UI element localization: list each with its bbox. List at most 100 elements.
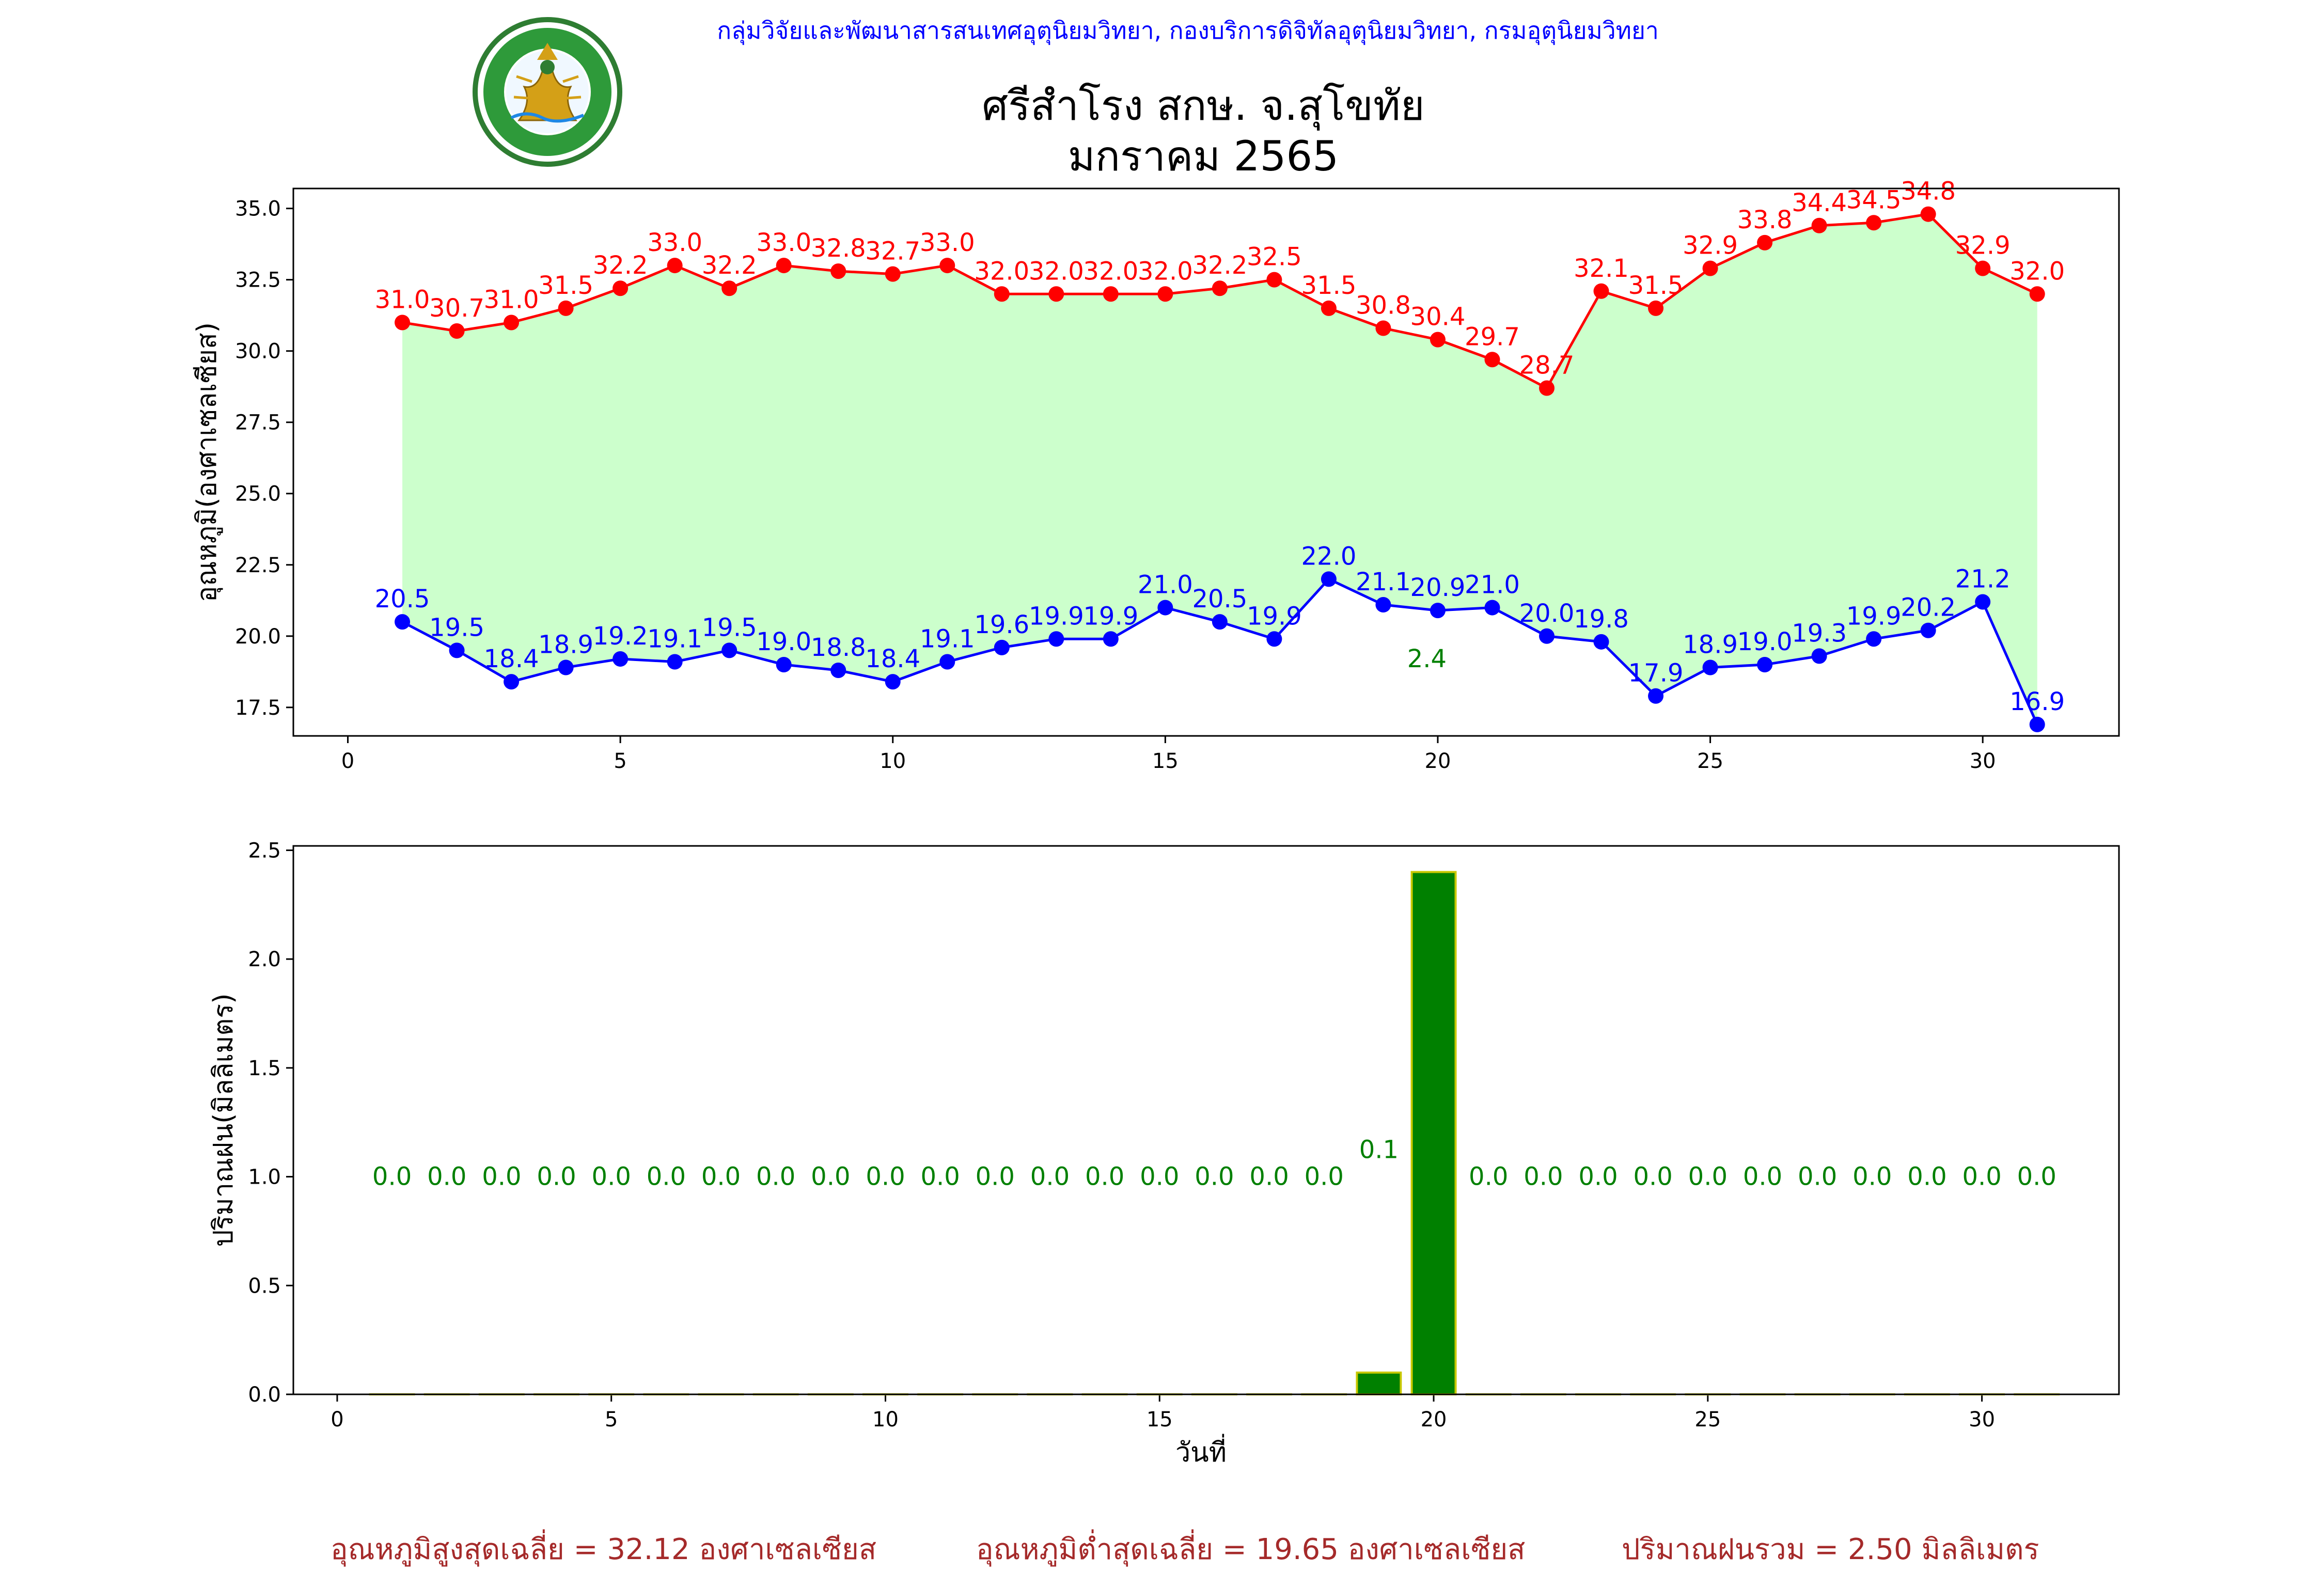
tmin-value-label: 20.9 <box>1410 573 1466 602</box>
rainfall-value-label: 0.0 <box>1634 1162 1673 1191</box>
rainfall-value-label: 0.0 <box>1030 1162 1070 1191</box>
tmax-point <box>1375 321 1391 336</box>
tmax-value-label: 32.9 <box>1683 231 1738 260</box>
tmin-value-label: 22.0 <box>1301 542 1356 571</box>
tmax-point <box>721 280 737 296</box>
rainfall-value-label: 0.0 <box>482 1162 521 1191</box>
rainfall-value-label: 0.0 <box>920 1162 960 1191</box>
tmax-value-label: 29.7 <box>1465 322 1520 351</box>
rainfall-value-label: 0.0 <box>1852 1162 1892 1191</box>
tmax-value-label: 32.1 <box>1574 254 1629 283</box>
tmin-value-label: 19.6 <box>974 610 1029 639</box>
tmin-value-label: 19.8 <box>1574 605 1629 634</box>
tmax-value-label: 34.8 <box>1901 177 1956 206</box>
tmin-point <box>1757 657 1772 672</box>
rainfall-bar <box>1412 872 1456 1394</box>
tmax-point <box>1703 261 1718 276</box>
rainfall-y-tick-label: 0.0 <box>248 1383 281 1407</box>
rainfall-value-label: 0.0 <box>811 1162 850 1191</box>
tmax-point <box>613 280 628 296</box>
tmin-point <box>613 651 628 667</box>
rainfall-value-label: 0.0 <box>976 1162 1015 1191</box>
rainfall-value-label: 0.0 <box>2017 1162 2056 1191</box>
rainfall-x-tick-label: 15 <box>1147 1408 1173 1432</box>
tmin-point <box>939 654 955 669</box>
rainfall-x-tick-label: 5 <box>605 1408 618 1432</box>
tmin-point <box>1812 648 1827 664</box>
tmax-point <box>1430 332 1446 348</box>
station-title: ศรีสำโรง สกษ. จ.สุโขทัย <box>982 82 1424 131</box>
tmax-point <box>1921 207 1936 222</box>
rainfall-y-tick-label: 2.5 <box>248 839 281 862</box>
tmax-point <box>1757 235 1772 250</box>
rainfall-value-label: 0.0 <box>1743 1162 1782 1191</box>
temperature-y-tick-label: 27.5 <box>235 411 281 435</box>
tmax-value-label: 31.5 <box>538 271 593 300</box>
tmax-point <box>1048 286 1064 302</box>
tmax-value-label: 32.9 <box>1955 231 2011 260</box>
tmin-value-label: 19.9 <box>1247 602 1302 631</box>
rainfall-value-label: 0.0 <box>1962 1162 2001 1191</box>
tmin-point <box>1103 631 1119 647</box>
tmin-value-label: 18.8 <box>811 633 866 662</box>
temperature-x-tick-label: 15 <box>1152 749 1179 773</box>
tmin-value-label: 20.2 <box>1901 593 1956 622</box>
tmin-value-label: 19.0 <box>1737 627 1793 656</box>
tmin-point <box>1048 631 1064 647</box>
tmin-point <box>1484 600 1500 616</box>
rainfall-labels: 0.0 0.0 0.0 0.0 0.0 0.0 0.0 0.0 0.0 0.0 0.0 0.0 0.0 0… <box>372 1136 2056 1191</box>
rainfall-x-tick-label: 0 <box>331 1408 343 1432</box>
tmin-point <box>1375 597 1391 612</box>
rainfall-y-tick-label: 2.0 <box>248 948 281 971</box>
rainfall-value-label: 0.0 <box>1688 1162 1728 1191</box>
tmin-value-label: 20.0 <box>1519 599 1575 628</box>
tmin-point <box>830 663 846 678</box>
tmin-point <box>1594 634 1609 650</box>
tmax-point <box>1266 272 1282 288</box>
tmin-point <box>1321 571 1337 587</box>
rainfall-value-label: 0.0 <box>1085 1162 1124 1191</box>
tmin-point <box>1157 600 1173 616</box>
tmax-value-label: 34.5 <box>1846 185 1902 214</box>
agency-line: กลุ่มวิจัยและพัฒนาสารสนเทศอุตุนิยมวิทยา,… <box>717 17 1659 45</box>
tmax-point <box>1212 280 1228 296</box>
temperature-y-tick-label: 35.0 <box>235 197 281 221</box>
tmax-value-label: 30.8 <box>1356 291 1411 320</box>
tmin-value-label: 16.9 <box>2009 687 2065 716</box>
tmax-point <box>1321 301 1337 316</box>
tmin-value-label: 21.0 <box>1465 571 1520 600</box>
rainfall-x-tick-label: 25 <box>1694 1408 1721 1432</box>
tmin-value-label: 19.3 <box>1792 619 1847 648</box>
rainfall-value-label: 0.0 <box>1907 1162 1946 1191</box>
rainfall-value-label: 0.0 <box>647 1162 686 1191</box>
temperature-x-tick-label: 30 <box>1970 749 1996 773</box>
tmin-value-label: 21.1 <box>1356 568 1411 596</box>
tmax-value-label: 31.5 <box>1628 271 1684 300</box>
tmin-point <box>1212 614 1228 630</box>
rainfall-value-label: 0.0 <box>372 1162 412 1191</box>
rainfall-value-label: 0.0 <box>1140 1162 1179 1191</box>
tmin-point <box>2030 717 2045 732</box>
temperature-y-tick-label: 22.5 <box>235 554 281 577</box>
tmin-value-label: 18.9 <box>538 631 593 659</box>
rainfall-y-tick-label: 1.5 <box>248 1057 281 1080</box>
rainfall-value-label: 0.1 <box>1359 1136 1399 1165</box>
tmin-point <box>1648 688 1663 704</box>
tmax-point <box>1594 284 1609 299</box>
tmax-value-label: 32.0 <box>974 257 1029 286</box>
tmin-value-label: 19.9 <box>1846 602 1902 631</box>
temperature-y-tick-label: 17.5 <box>235 696 281 720</box>
rainfall-value-label: 0.0 <box>1249 1162 1289 1191</box>
rainfall-value-label: 0.0 <box>756 1162 795 1191</box>
tmax-point <box>939 258 955 273</box>
rainfall-value-label: 0.0 <box>701 1162 741 1191</box>
tmin-point <box>504 674 519 689</box>
tmax-point <box>885 266 901 282</box>
tmax-point <box>1648 301 1663 316</box>
rainfall-bars <box>370 872 2059 1395</box>
tmax-point <box>504 315 519 330</box>
tmin-value-label: 19.2 <box>593 622 648 651</box>
